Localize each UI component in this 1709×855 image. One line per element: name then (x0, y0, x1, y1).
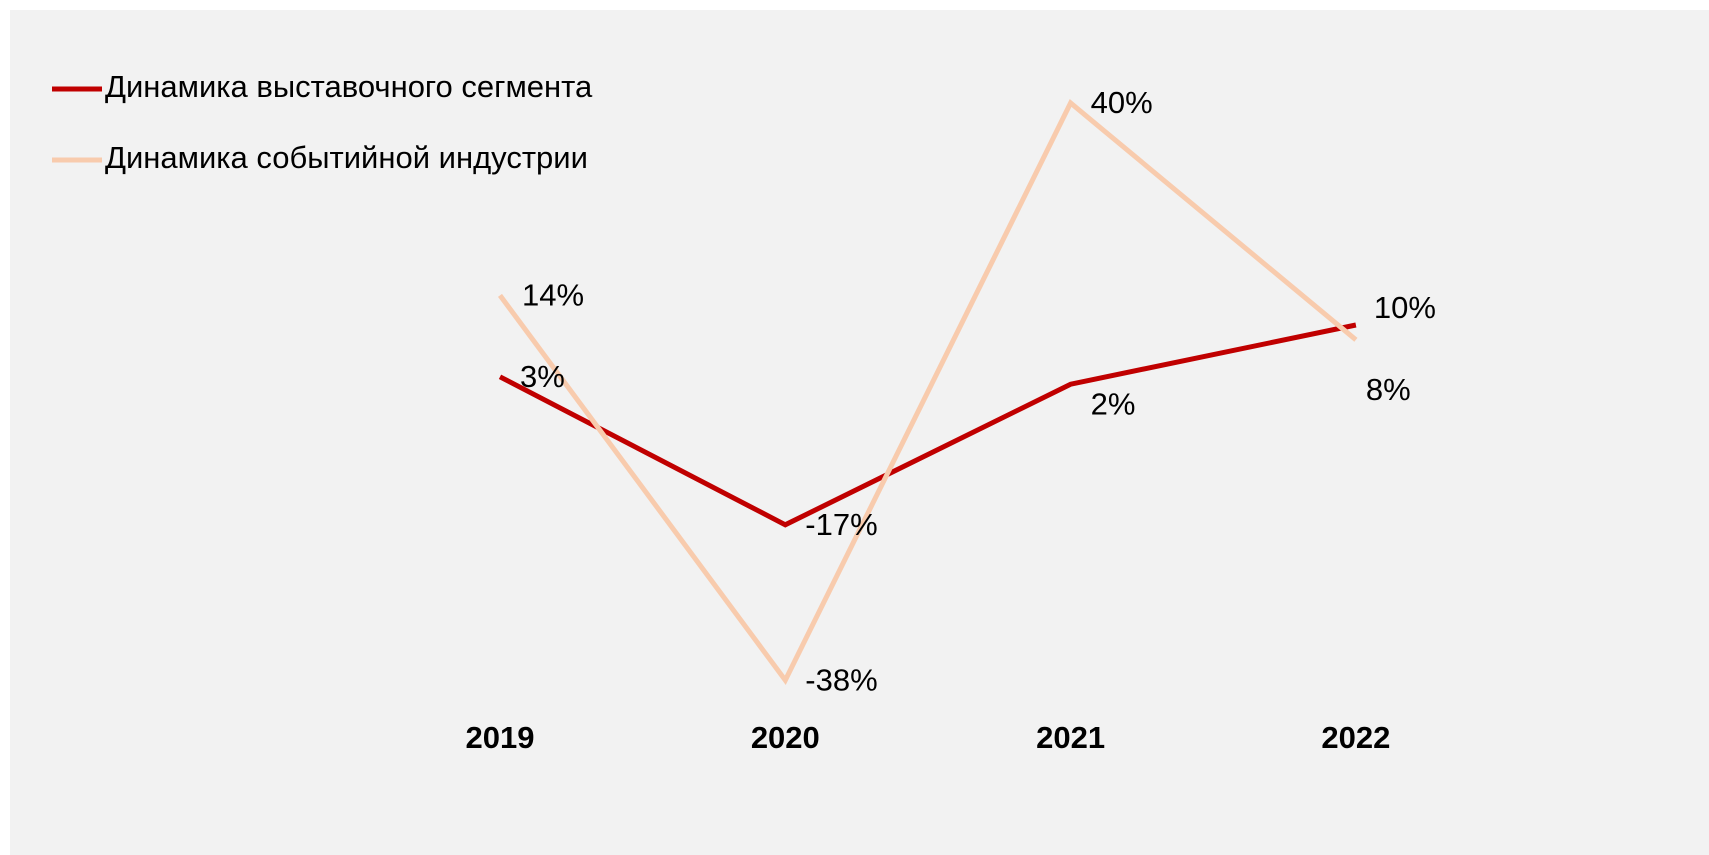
data-label: 14% (522, 278, 584, 313)
series-line (498, 322, 1357, 528)
data-label: 3% (520, 359, 565, 394)
x-tick-label: 2019 (466, 720, 535, 755)
series-line (497, 99, 1358, 685)
legend-label: Динамика выставочного сегмента (105, 69, 593, 104)
x-tick-label: 2021 (1036, 720, 1105, 755)
legend-label: Динамика событийной индустрии (105, 140, 588, 175)
data-label: 2% (1091, 386, 1136, 421)
plot-background (10, 10, 1709, 855)
x-tick-label: 2020 (751, 720, 820, 755)
data-label: -38% (805, 662, 877, 697)
data-label: 10% (1374, 290, 1436, 325)
data-label: 8% (1366, 372, 1411, 407)
data-label: -17% (805, 507, 877, 542)
x-tick-label: 2022 (1321, 720, 1390, 755)
data-label: 40% (1091, 85, 1153, 120)
